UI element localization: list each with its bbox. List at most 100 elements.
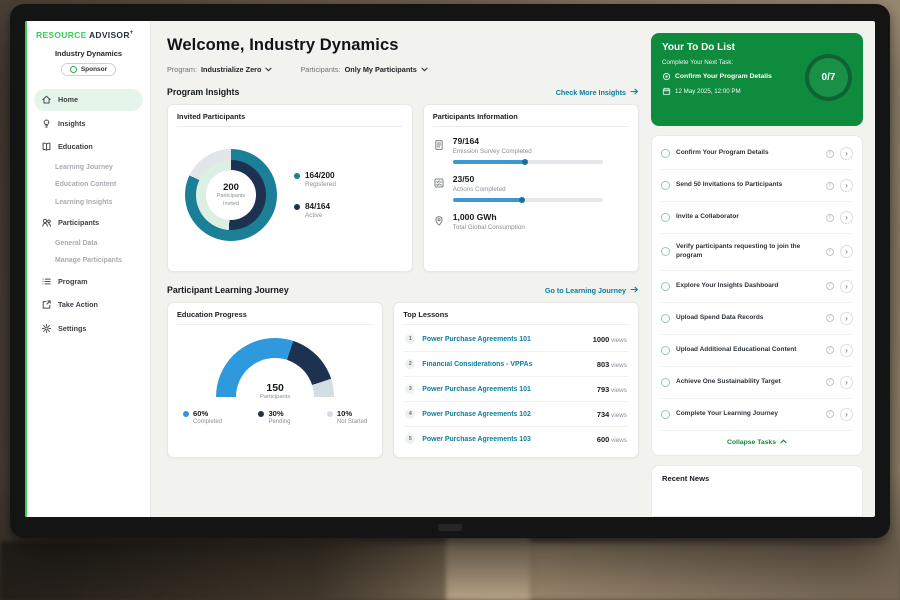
task-checkbox[interactable] (661, 247, 670, 257)
task-checkbox[interactable] (661, 345, 670, 355)
task-checkbox[interactable] (661, 409, 670, 419)
info-icon[interactable]: i (826, 149, 834, 158)
sidebar-item-education[interactable]: Education (34, 136, 143, 158)
stat-label: Total Global Consumption (452, 224, 525, 231)
info-icon[interactable]: i (826, 346, 834, 355)
sidebar-item-learning-journey[interactable]: Learning Journey (34, 159, 143, 175)
monitor-stand (446, 536, 530, 600)
lesson-row: 3 Power Purchase Agreements 101 793 view… (403, 377, 629, 402)
info-icon[interactable]: i (826, 247, 834, 256)
task-row[interactable]: Verify participants requesting to join t… (661, 234, 853, 271)
task-checkbox[interactable] (661, 181, 670, 190)
progress-bar (452, 159, 603, 165)
task-row[interactable]: Complete Your Learning Journey i › (661, 399, 853, 431)
chevron-right-icon[interactable]: › (840, 211, 853, 224)
chevron-right-icon[interactable]: › (840, 311, 853, 325)
todo-due-date: 12 May 2025, 12:00 PM (662, 87, 852, 96)
stat-row: 1,000 GWh Total Global Consumption (433, 212, 629, 231)
progress-bar (452, 197, 603, 203)
sponsor-badge[interactable]: Sponsor (60, 63, 117, 76)
app-logo: RESOURCE ADVISOR+ (34, 30, 143, 40)
action-icon (41, 299, 52, 310)
task-row[interactable]: Upload Spend Data Records i › (661, 303, 853, 335)
info-icon[interactable]: i (826, 213, 834, 222)
collapse-tasks-button[interactable]: Collapse Tasks (661, 431, 853, 451)
task-row[interactable]: Confirm Your Program Details i › (661, 138, 853, 170)
sidebar-item-label: General Data (55, 239, 98, 247)
task-row[interactable]: Achieve One Sustainability Target i › (661, 367, 853, 399)
chevron-right-icon[interactable]: › (840, 245, 853, 259)
sidebar-item-home[interactable]: Home (34, 88, 143, 111)
sidebar-item-label: Education (58, 142, 93, 151)
sidebar-item-take-action[interactable]: Take Action (34, 294, 143, 316)
check-more-insights-link[interactable]: Check More Insights (556, 88, 639, 97)
program-filter[interactable]: Program: Industrialize Zero (167, 65, 272, 74)
lesson-link[interactable]: Power Purchase Agreements 102 (422, 410, 531, 418)
todo-summary-card: Your To Do List Complete Your Next Task:… (651, 33, 863, 126)
logo-resource: RESOURCE (36, 30, 87, 40)
task-label: Achieve One Sustainability Target (676, 377, 781, 385)
section-title-learning-journey: Participant Learning Journey (167, 285, 289, 295)
list-icon (41, 276, 52, 287)
lesson-views: 793 views (596, 384, 627, 394)
stat-value: 23/50 (452, 174, 475, 184)
todo-next-task[interactable]: Confirm Your Program Details (662, 72, 802, 81)
chevron-right-icon[interactable]: › (840, 375, 853, 389)
go-to-learning-journey-link[interactable]: Go to Learning Journey (545, 286, 639, 295)
task-row[interactable]: Invite a Collaborator i › (661, 202, 853, 234)
sidebar-item-participants[interactable]: Participants (34, 212, 143, 234)
info-icon[interactable]: i (826, 282, 834, 291)
lesson-link[interactable]: Power Purchase Agreements 103 (422, 435, 531, 443)
chevron-right-icon[interactable]: › (840, 343, 853, 357)
info-icon[interactable]: i (826, 181, 834, 190)
task-label: Verify participants requesting to join t… (676, 243, 801, 259)
pin-icon (433, 214, 445, 226)
legend-label: Registered (305, 181, 336, 188)
sidebar-item-education-content[interactable]: Education Content (34, 177, 143, 193)
lesson-link[interactable]: Power Purchase Agreements 101 (422, 335, 531, 343)
chevron-right-icon[interactable]: › (840, 407, 853, 421)
task-checkbox[interactable] (661, 313, 670, 323)
info-icon[interactable]: i (826, 314, 834, 323)
sidebar-item-general-data[interactable]: General Data (34, 235, 143, 251)
sidebar-item-label: Education Content (55, 181, 117, 188)
gauge-legend-item: 60% Completed (183, 409, 222, 425)
book-icon (41, 141, 52, 152)
info-icon[interactable]: i (826, 410, 834, 419)
lesson-link[interactable]: Financial Considerations - VPPAs (422, 360, 533, 368)
invited-donut-chart: 200 Participants Invited (185, 149, 277, 241)
gauge-legend: 60% Completed 30% Pending 10% Not Starte… (177, 397, 373, 425)
chevron-down-icon (265, 65, 272, 74)
donut-legend-item: 164/200 Registered (294, 171, 336, 188)
task-row[interactable]: Send 50 Invitations to Participants i › (661, 170, 853, 202)
sidebar-item-settings[interactable]: Settings (34, 317, 143, 339)
chevron-right-icon[interactable]: › (840, 147, 853, 160)
lesson-rank: 2 (405, 359, 416, 369)
info-icon[interactable]: i (826, 378, 834, 387)
task-row[interactable]: Explore Your Insights Dashboard i › (661, 271, 853, 303)
legend-label: Completed (193, 419, 223, 425)
task-checkbox[interactable] (661, 377, 670, 387)
sidebar-item-program[interactable]: Program (34, 270, 143, 292)
legend-value: 10% (336, 409, 353, 418)
sidebar-item-insights[interactable]: Insights (34, 112, 143, 134)
bulb-icon (41, 118, 52, 129)
card-title: Participants Information (432, 112, 629, 127)
task-checkbox[interactable] (661, 213, 670, 222)
gauge-legend-item: 30% Pending (258, 409, 290, 425)
sidebar-item-learning-insights[interactable]: Learning Insights (34, 194, 143, 210)
legend-dot (294, 172, 300, 179)
sidebar: RESOURCE ADVISOR+ Industry Dynamics Spon… (25, 21, 151, 517)
chevron-right-icon[interactable]: › (840, 279, 853, 293)
monitor: RESOURCE ADVISOR+ Industry Dynamics Spon… (10, 4, 890, 538)
task-row[interactable]: Upload Additional Educational Content i … (661, 335, 853, 367)
lesson-link[interactable]: Power Purchase Agreements 101 (422, 385, 531, 393)
task-checkbox[interactable] (661, 149, 670, 158)
participants-filter[interactable]: Participants: Only My Participants (300, 65, 428, 74)
task-checkbox[interactable] (661, 281, 670, 291)
todo-subtitle: Complete Your Next Task: (662, 59, 734, 66)
sidebar-item-manage-participants[interactable]: Manage Participants (34, 253, 143, 269)
lesson-rank: 1 (405, 334, 416, 344)
chevron-right-icon[interactable]: › (840, 179, 853, 192)
stat-row: 23/50 Actions Completed (433, 174, 629, 203)
